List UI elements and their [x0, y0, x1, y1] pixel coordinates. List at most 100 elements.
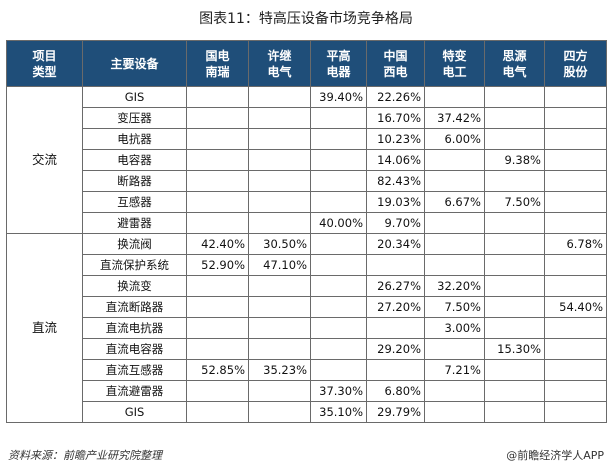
share-cell: 6.67%	[424, 191, 485, 213]
share-cell: 19.03%	[366, 191, 425, 213]
share-cell	[186, 212, 249, 234]
table-row: 直流 换流阀 42.40% 30.50% 20.34% 6.78%	[6, 233, 607, 423]
table-row: 变压器 16.70% 37.42%	[7, 107, 607, 129]
share-cell: 82.43%	[366, 170, 425, 192]
share-cell	[424, 149, 485, 171]
table-row: 直流保护系统 52.90% 47.10%	[7, 254, 607, 276]
share-cell: 9.38%	[484, 149, 545, 171]
category-cell: 直流	[6, 233, 83, 423]
share-cell	[310, 191, 367, 213]
share-cell: 14.06%	[366, 149, 425, 171]
share-cell	[310, 128, 367, 150]
table-row: 直流电容器 29.20% 15.30%	[7, 338, 607, 360]
share-cell	[248, 191, 311, 213]
share-cell: 3.00%	[424, 317, 485, 339]
table-row: 交流 GIS 39.40% 22.26%	[6, 86, 607, 234]
share-cell	[484, 233, 545, 255]
share-cell	[424, 401, 485, 423]
column-header-line: 主要设备	[110, 56, 159, 71]
credit-note: @前瞻经济学人APP	[506, 449, 604, 462]
column-header-line: 类型	[32, 64, 57, 79]
share-cell	[248, 149, 311, 171]
share-cell	[484, 86, 545, 108]
share-cell	[544, 401, 607, 423]
column-header-line: 电气	[502, 64, 527, 79]
share-cell	[310, 233, 367, 255]
share-cell	[248, 212, 311, 234]
column-header: 许继 电气	[248, 40, 311, 87]
share-cell	[484, 170, 545, 192]
column-header: 平高 电器	[310, 40, 367, 87]
share-cell	[424, 212, 485, 234]
share-cell	[248, 296, 311, 318]
share-cell	[424, 86, 485, 108]
share-cell: 35.23%	[248, 359, 311, 381]
share-cell	[310, 149, 367, 171]
equipment-cell: 直流断路器	[82, 296, 187, 318]
column-header-line: 南瑞	[205, 64, 230, 79]
share-cell	[544, 170, 607, 192]
share-cell: 52.90%	[186, 254, 249, 276]
share-cell	[186, 107, 249, 129]
table-row: GIS 35.10% 29.79%	[7, 401, 607, 423]
share-cell: 37.30%	[310, 380, 367, 402]
share-cell	[186, 86, 249, 108]
column-header-line: 项目	[32, 48, 57, 63]
share-cell	[186, 380, 249, 402]
share-cell	[544, 317, 607, 339]
share-cell: 54.40%	[544, 296, 607, 318]
share-cell	[544, 359, 607, 381]
share-cell	[484, 401, 545, 423]
share-cell: 39.40%	[310, 86, 367, 108]
column-header: 国电 南瑞	[186, 40, 249, 87]
share-cell	[248, 128, 311, 150]
equipment-cell: 电抗器	[82, 128, 187, 150]
share-cell: 6.80%	[366, 380, 425, 402]
table-row: 电抗器 10.23% 6.00%	[7, 128, 607, 150]
share-cell: 20.34%	[366, 233, 425, 255]
share-cell: 7.50%	[424, 296, 485, 318]
share-cell	[544, 254, 607, 276]
share-cell	[544, 149, 607, 171]
share-cell	[544, 212, 607, 234]
equipment-cell: 直流互感器	[82, 359, 187, 381]
share-cell	[484, 212, 545, 234]
share-cell	[186, 170, 249, 192]
source-note: 资料来源：前瞻产业研究院整理	[8, 449, 162, 462]
share-cell	[366, 317, 425, 339]
share-cell	[186, 128, 249, 150]
share-cell	[248, 380, 311, 402]
share-cell	[366, 254, 425, 276]
share-cell	[248, 338, 311, 360]
column-header: 中国 西电	[366, 40, 425, 87]
share-cell	[310, 338, 367, 360]
table-body: 交流 GIS 39.40% 22.26% 变压器 16.70% 37.42% 电抗器 10.23…	[6, 86, 607, 423]
column-header-line: 许继	[267, 48, 292, 63]
share-cell	[366, 359, 425, 381]
share-cell: 6.78%	[544, 233, 607, 255]
share-cell: 32.20%	[424, 275, 485, 297]
share-cell	[424, 233, 485, 255]
share-cell	[186, 401, 249, 423]
column-header: 主要设备	[82, 40, 187, 87]
table-row: 直流断路器 27.20% 7.50% 54.40%	[7, 296, 607, 318]
share-cell	[544, 86, 607, 108]
share-cell	[424, 380, 485, 402]
share-cell	[310, 170, 367, 192]
column-header: 特变 电工	[424, 40, 485, 87]
share-cell	[424, 338, 485, 360]
equipment-cell: 换流阀	[82, 233, 187, 255]
share-cell	[544, 128, 607, 150]
equipment-cell: 断路器	[82, 170, 187, 192]
share-cell	[186, 296, 249, 318]
share-cell: 27.20%	[366, 296, 425, 318]
share-cell: 7.50%	[484, 191, 545, 213]
share-cell	[544, 338, 607, 360]
column-header: 四方 股份	[544, 40, 607, 87]
share-cell	[186, 317, 249, 339]
share-cell: 10.23%	[366, 128, 425, 150]
column-header-line: 思源	[502, 48, 527, 63]
share-cell	[310, 317, 367, 339]
table-row: 电容器 14.06% 9.38%	[7, 149, 607, 171]
column-header: 思源 电气	[484, 40, 545, 87]
